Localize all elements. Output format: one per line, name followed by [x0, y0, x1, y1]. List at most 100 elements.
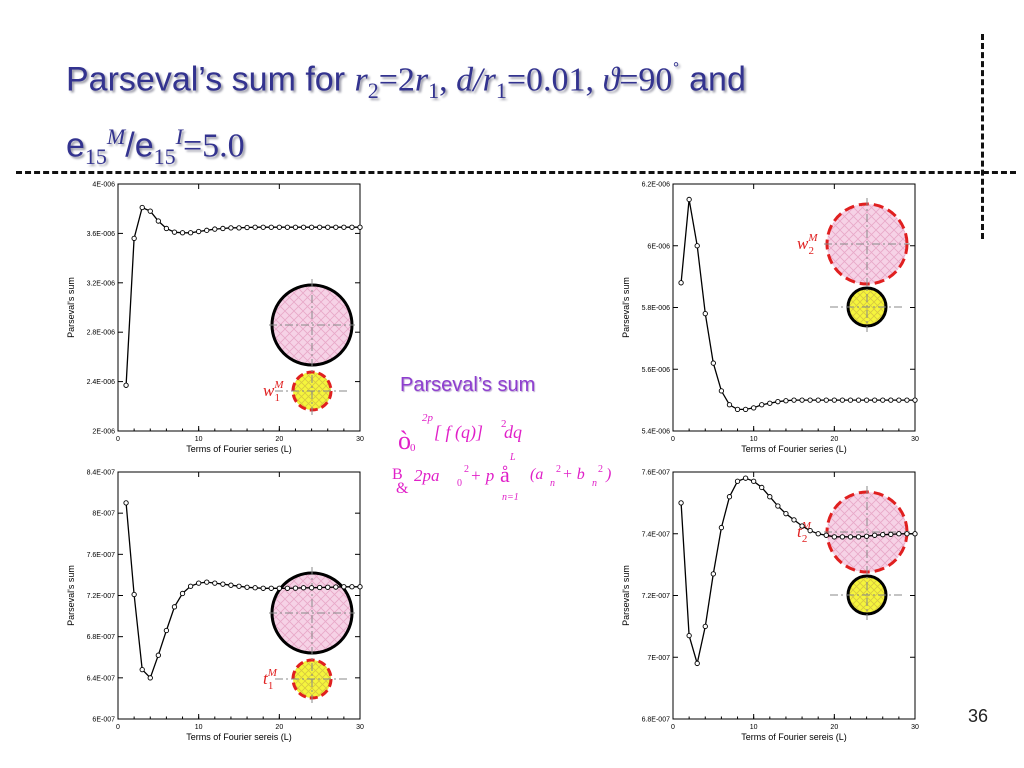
data-point: [333, 584, 339, 590]
x-tick-label: 30: [356, 724, 364, 731]
data-point: [831, 534, 837, 540]
y-tick-label: 2.4E-006: [87, 379, 116, 386]
x-tick-label: 0: [116, 436, 120, 443]
data-point: [823, 532, 829, 538]
data-point: [260, 585, 266, 591]
data-point: [357, 224, 363, 230]
x-tick-label: 0: [671, 724, 675, 731]
data-point: [815, 531, 821, 537]
data-point: [244, 224, 250, 231]
data-point: [212, 226, 218, 232]
inset-diagram: tM 2: [797, 486, 910, 620]
page-number: 36: [968, 706, 989, 726]
data-point: [880, 397, 886, 403]
y-tick-label: 8.4E-007: [87, 470, 116, 477]
data-point: [300, 224, 307, 230]
data-point: [220, 225, 226, 232]
data-point: [872, 532, 878, 538]
data-point: [268, 585, 274, 591]
x-tick-label: 10: [195, 724, 203, 731]
y-tick-label: 5.6E-006: [642, 367, 671, 374]
chart-t2: tM 2 6.8E-007 7E-007 7.2E-007 7.4E-007 7.6E-00…: [615, 464, 925, 754]
y-tick-label: 5.4E-006: [642, 429, 671, 436]
x-tick-label: 20: [275, 724, 283, 731]
data-point: [131, 591, 137, 598]
y-axis-label: Parseval's sum: [66, 565, 76, 626]
data-point: [896, 531, 902, 537]
data-point: [775, 399, 781, 405]
data-point: [276, 585, 282, 591]
chart-svg: tM 1 6E-007 6.4E-007 6.8E-007 7.2E-007 7.6E-00…: [66, 470, 364, 743]
data-point: [187, 230, 194, 236]
data-point: [751, 478, 757, 484]
data-point: [686, 632, 692, 639]
x-tick-label: 30: [911, 436, 919, 443]
y-tick-label: 7E-007: [647, 655, 670, 662]
data-point: [244, 584, 250, 590]
data-point: [123, 382, 129, 388]
data-point: [767, 400, 773, 406]
x-tick-label: 30: [911, 724, 919, 731]
data-point: [791, 397, 797, 403]
data-point: [123, 500, 129, 506]
data-point: [333, 224, 339, 230]
dashed-divider-horizontal: [16, 171, 1016, 174]
chart-svg: tM 2 6.8E-007 7E-007 7.2E-007 7.4E-007 7.6E-00…: [621, 470, 919, 743]
data-point: [341, 584, 347, 590]
data-point: [702, 623, 708, 630]
data-point: [349, 584, 355, 590]
y-tick-label: 6.8E-007: [87, 634, 116, 641]
x-tick-label: 20: [830, 436, 838, 443]
x-axis-label: Terms of Fourier sereis (L): [741, 732, 847, 742]
data-point: [783, 398, 789, 404]
data-point: [300, 585, 307, 591]
y-tick-label: 6.8E-007: [642, 717, 671, 724]
data-point: [759, 484, 765, 491]
chart-svg: wM 1 2E-006 2.4E-006 2.8E-006 3.2E-006 3.6E-00…: [66, 182, 364, 455]
x-tick-label: 10: [750, 724, 758, 731]
y-tick-label: 7.2E-007: [87, 593, 116, 600]
data-point: [710, 571, 716, 577]
data-point: [252, 585, 258, 591]
data-point: [308, 224, 315, 230]
data-point: [807, 397, 813, 403]
inset-diagram: wM 1: [263, 279, 355, 416]
data-point: [228, 225, 234, 231]
data-point: [815, 397, 821, 403]
data-point: [686, 196, 692, 203]
data-point: [341, 224, 347, 230]
y-tick-label: 6.4E-007: [87, 675, 116, 682]
data-point: [147, 208, 153, 214]
x-axis-label: Terms of Fourier series (L): [741, 444, 847, 454]
data-point: [767, 494, 773, 500]
data-point: [751, 405, 757, 411]
data-point: [228, 582, 234, 588]
x-axis-label: Terms of Fourier sereis (L): [186, 732, 292, 742]
y-tick-label: 2.8E-006: [87, 330, 116, 337]
data-point: [212, 580, 218, 586]
x-tick-label: 0: [671, 436, 675, 443]
data-point: [171, 604, 178, 610]
data-point: [742, 406, 749, 413]
data-point: [236, 583, 242, 589]
data-point: [702, 311, 708, 317]
data-point: [325, 584, 331, 590]
data-point: [694, 243, 700, 249]
data-point: [171, 229, 178, 235]
data-point: [718, 388, 725, 394]
data-point: [855, 397, 862, 403]
parseval-series-formula: B & 2pa 0 2 + p L å n=1 (a n 2 + b n 2 ): [392, 452, 612, 503]
data-point: [292, 585, 299, 591]
data-point: [855, 534, 862, 540]
inset-diagram: tM 1: [263, 567, 355, 704]
data-point: [317, 224, 323, 230]
data-point: [863, 533, 870, 539]
y-tick-label: 3.6E-006: [87, 231, 116, 238]
data-point: [276, 224, 282, 230]
data-point: [139, 666, 145, 673]
data-point: [220, 581, 226, 587]
data-point: [904, 397, 910, 403]
x-tick-label: 20: [830, 724, 838, 731]
y-axis-label: Parseval's sum: [621, 277, 631, 338]
